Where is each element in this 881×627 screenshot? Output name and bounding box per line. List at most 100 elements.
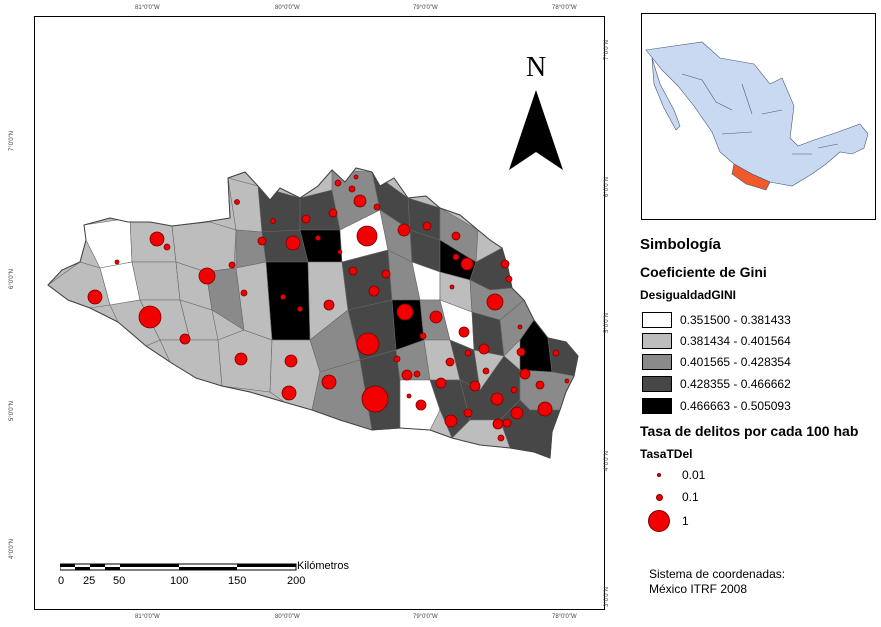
top-tick: 78°0'0"W	[552, 5, 577, 11]
crime-point	[497, 434, 505, 442]
crime-point	[429, 310, 443, 324]
municipality	[109, 299, 161, 347]
crime-point	[444, 414, 458, 428]
crime-point	[337, 249, 343, 255]
crime-point	[280, 294, 286, 300]
gini-class-4: 0.428355 - 0.466662	[642, 375, 791, 393]
gini-swatch	[642, 376, 672, 392]
crime-point	[535, 380, 545, 390]
crime-point	[464, 349, 472, 357]
scale-label: 50	[113, 575, 126, 587]
crime-point	[321, 374, 337, 390]
crime-point	[234, 352, 248, 366]
scale-label: 200	[287, 575, 306, 587]
crime-point	[198, 267, 216, 285]
crime-point	[397, 223, 411, 237]
crime-point	[281, 385, 297, 401]
crime-point	[510, 386, 518, 394]
crime-class-label: 0.01	[682, 468, 706, 482]
crime-point	[505, 275, 513, 283]
crime-dot-medium	[655, 493, 663, 501]
gini-class-5: 0.466663 - 0.505093	[642, 397, 791, 415]
crime-point	[368, 285, 380, 297]
crime-point	[179, 333, 191, 345]
scale-unit: Kilómetros	[297, 560, 349, 572]
scale-label: 25	[83, 575, 96, 587]
crime-class-label: 1	[682, 514, 689, 528]
crime-point	[510, 406, 524, 420]
gini-swatch	[642, 398, 672, 414]
crime-point	[490, 392, 504, 406]
crime-point	[482, 367, 490, 375]
crime-point	[469, 380, 481, 392]
north-label: N	[526, 52, 547, 83]
scale-label: 100	[170, 575, 189, 587]
crime-point	[381, 269, 391, 279]
crime-point	[419, 332, 427, 340]
scale-label: 0	[58, 575, 65, 587]
municipality	[131, 261, 181, 301]
gini-title: Coeficiente de Gini	[640, 264, 767, 280]
crime-point	[284, 354, 298, 368]
crime-point	[458, 326, 470, 338]
crime-point	[478, 343, 490, 355]
crime-point	[460, 257, 474, 271]
coords-line-1: Sistema de coordenadas:	[649, 567, 786, 581]
crime-class-2: 0.1	[642, 490, 699, 504]
crime-point	[492, 418, 504, 430]
gini-class-label: 0.401565 - 0.428354	[680, 355, 791, 369]
crime-point	[500, 259, 510, 269]
crime-point	[315, 235, 321, 241]
crime-point	[413, 370, 421, 378]
crime-point	[356, 332, 380, 356]
crime-point	[401, 369, 413, 381]
crime-point	[138, 305, 162, 329]
gini-swatch	[642, 354, 672, 370]
crime-class-3: 1	[642, 510, 689, 532]
gini-swatch	[642, 312, 672, 328]
locator-inset-map	[641, 13, 876, 220]
crime-point	[297, 306, 303, 312]
crime-point	[564, 378, 570, 384]
gini-class-label: 0.466663 - 0.505093	[680, 399, 791, 413]
state-border	[47, 167, 579, 459]
crime-point	[451, 231, 461, 241]
crime-point	[452, 253, 460, 261]
gini-class-label: 0.428355 - 0.466662	[680, 377, 791, 391]
crime-point	[502, 418, 512, 428]
scale-bar-graphic	[60, 563, 297, 571]
crime-point	[301, 214, 311, 224]
crime-point	[323, 299, 335, 311]
top-tick: 80°0'0"W	[275, 5, 300, 11]
top-tick: 79°0'0"W	[413, 5, 438, 11]
municipality	[235, 229, 267, 269]
gini-class-1: 0.351500 - 0.381433	[642, 311, 791, 329]
crime-point	[537, 401, 553, 417]
crime-point	[228, 261, 236, 269]
crime-point	[373, 203, 381, 211]
crime-dot-large	[648, 510, 670, 532]
legend-title: Simbología	[640, 236, 721, 253]
coordinate-system-note: Sistema de coordenadas: México ITRF 2008	[649, 567, 785, 597]
municipality	[265, 261, 311, 341]
crime-point	[356, 225, 378, 247]
crime-class-1: 0.01	[642, 468, 705, 482]
north-arrow-icon	[509, 90, 563, 170]
crime-point	[334, 179, 342, 187]
bottom-tick: 79°0'0"W	[413, 614, 438, 620]
coords-line-2: México ITRF 2008	[649, 582, 748, 596]
bottom-tick: 81°0'0"W	[135, 614, 160, 620]
crime-point	[435, 377, 447, 389]
crime-point	[234, 199, 240, 205]
crime-point	[285, 235, 301, 251]
crime-point	[516, 347, 526, 357]
crime-point	[422, 221, 432, 231]
crime-point	[270, 218, 276, 224]
crime-point	[449, 284, 455, 290]
crime-point	[396, 303, 414, 321]
crime-point	[87, 289, 103, 305]
gini-field: DesigualdadGINI	[640, 288, 737, 302]
crime-point	[353, 194, 367, 208]
crime-point	[353, 174, 359, 180]
